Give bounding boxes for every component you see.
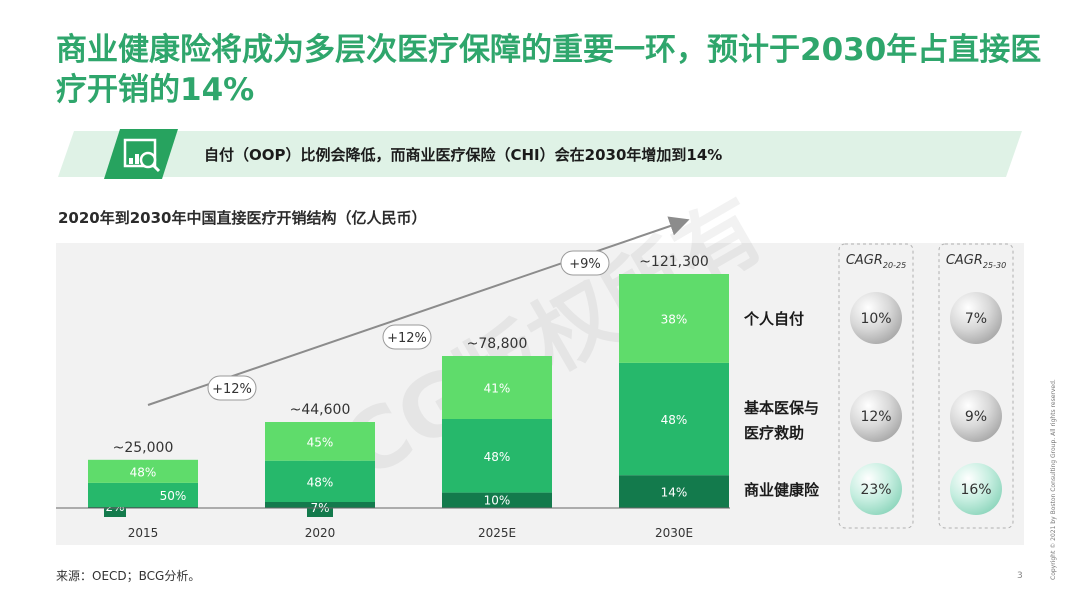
cagr-value: 7%	[965, 311, 987, 327]
cagr-header: CAGR20-25	[846, 253, 906, 270]
data-label: 41%	[484, 381, 511, 395]
total-label: ~78,800	[467, 336, 528, 352]
cagr-bubble	[950, 463, 1002, 515]
cagr-bubble	[950, 390, 1002, 442]
bar-segment	[265, 460, 375, 502]
bar-segment	[442, 356, 552, 419]
x-tick-label: 2030E	[655, 526, 693, 540]
cagr-value: 16%	[960, 482, 991, 498]
data-label: 48%	[484, 450, 511, 464]
data-label: 14%	[661, 486, 688, 500]
bar-segment	[619, 274, 729, 363]
growth-label: +12%	[212, 382, 252, 397]
data-label: 38%	[661, 312, 688, 326]
total-label: ~25,000	[113, 440, 174, 456]
total-label: ~44,600	[290, 402, 351, 418]
data-label: 50%	[160, 489, 187, 503]
cagr-bubble	[950, 292, 1002, 344]
cagr-bubble	[850, 292, 902, 344]
x-tick-label: 2015	[128, 526, 159, 540]
growth-label: +9%	[569, 257, 601, 272]
x-tick-label: 2020	[305, 526, 336, 540]
growth-badge	[207, 375, 257, 401]
data-label: 48%	[307, 475, 334, 489]
bar-segment	[88, 459, 198, 483]
bar-segment	[265, 422, 375, 461]
banner-text: 自付（OOP）比例会降低，而商业医疗保险（CHI）会在2030年增加到14%	[204, 146, 723, 164]
cagr-bubble	[850, 463, 902, 515]
chart-title: 2020年到2030年中国直接医疗开销结构（亿人民币）	[58, 209, 427, 227]
legend-label: 个人自付	[743, 310, 804, 328]
cagr-value: 23%	[860, 482, 891, 498]
legend-label: 基本医保与	[743, 399, 819, 417]
data-label: 48%	[130, 465, 157, 479]
bar-segment	[442, 418, 552, 493]
cagr-value: 9%	[965, 409, 987, 425]
growth-badge	[382, 324, 432, 350]
bar-segment	[619, 475, 729, 508]
cagr-header: CAGR25-30	[946, 253, 1006, 270]
growth-label: +12%	[387, 331, 427, 346]
data-label: 45%	[307, 435, 334, 449]
data-label: 10%	[484, 493, 511, 507]
source-note: 来源：OECD；BCG分析。	[56, 569, 201, 583]
data-label: 48%	[661, 413, 688, 427]
growth-badge	[560, 250, 610, 276]
bar-segment	[88, 482, 198, 507]
legend-label: 商业健康险	[744, 481, 820, 499]
x-tick-label: 2025E	[478, 526, 516, 540]
page-title: 商业健康险将成为多层次医疗保障的重要一环，预计于2030年占直接医疗开销的14%	[56, 32, 1042, 108]
cagr-value: 12%	[860, 409, 891, 425]
copyright-note: Copyright © 2021 by Boston Consulting Gr…	[1050, 379, 1057, 580]
bar-segment	[619, 362, 729, 476]
cagr-column-frame	[838, 243, 914, 529]
cagr-bubble	[850, 390, 902, 442]
cagr-column-frame	[938, 243, 1014, 529]
legend-label: 医疗救助	[744, 424, 804, 442]
cagr-value: 10%	[860, 311, 891, 327]
bar-segment	[442, 492, 552, 508]
key-message-banner: 自付（OOP）比例会降低，而商业医疗保险（CHI）会在2030年增加到14%	[58, 131, 1022, 177]
page-number: 3	[1017, 571, 1023, 581]
total-label: ~121,300	[639, 254, 709, 270]
